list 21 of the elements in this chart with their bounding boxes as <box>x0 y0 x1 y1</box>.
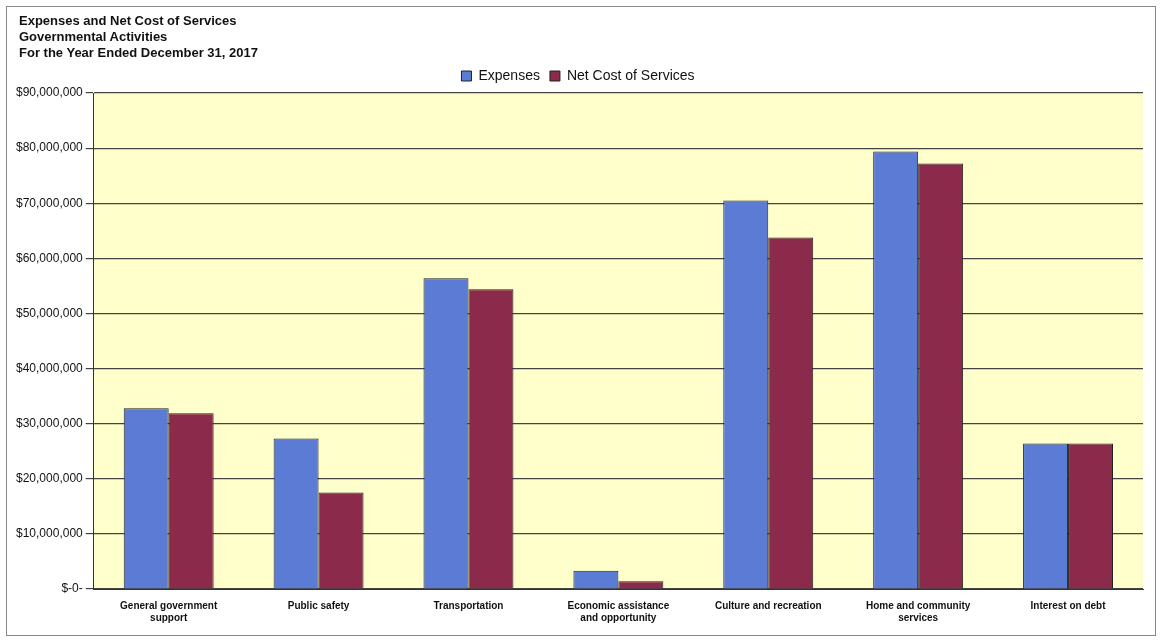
y-tick-label: $90,000,000 <box>16 85 84 100</box>
chart-title: Expenses and Net Cost of Services <box>19 13 237 29</box>
y-tick-label: $10,000,000 <box>16 526 84 541</box>
x-tick-label: Culture and recreation <box>714 599 822 611</box>
y-tick-label: $60,000,000 <box>16 250 84 265</box>
x-tick-label: Transportation <box>433 599 504 611</box>
y-tick-label: $80,000,000 <box>16 140 84 155</box>
x-tick-label: Interest on debt <box>1030 599 1107 611</box>
chart-subtitle: Governmental Activities For the Year Ended December 31, 2017 <box>19 29 258 61</box>
y-tick-label: $-0- <box>61 581 83 596</box>
x-tick-label: Economic assistance and opportunity <box>567 599 670 623</box>
x-tick-label: General government support <box>120 599 218 623</box>
legend-label: Net Cost of Services <box>566 66 695 83</box>
y-tick-label: $50,000,000 <box>16 305 84 320</box>
y-tick-label: $70,000,000 <box>16 195 84 210</box>
y-tick-label: $40,000,000 <box>16 360 84 375</box>
legend-label: Expenses <box>478 66 540 83</box>
x-tick-label: Public safety <box>287 599 350 611</box>
y-tick-label: $30,000,000 <box>16 415 84 430</box>
x-tick-label: Home and community services <box>865 599 971 623</box>
y-tick-label: $20,000,000 <box>16 471 84 486</box>
